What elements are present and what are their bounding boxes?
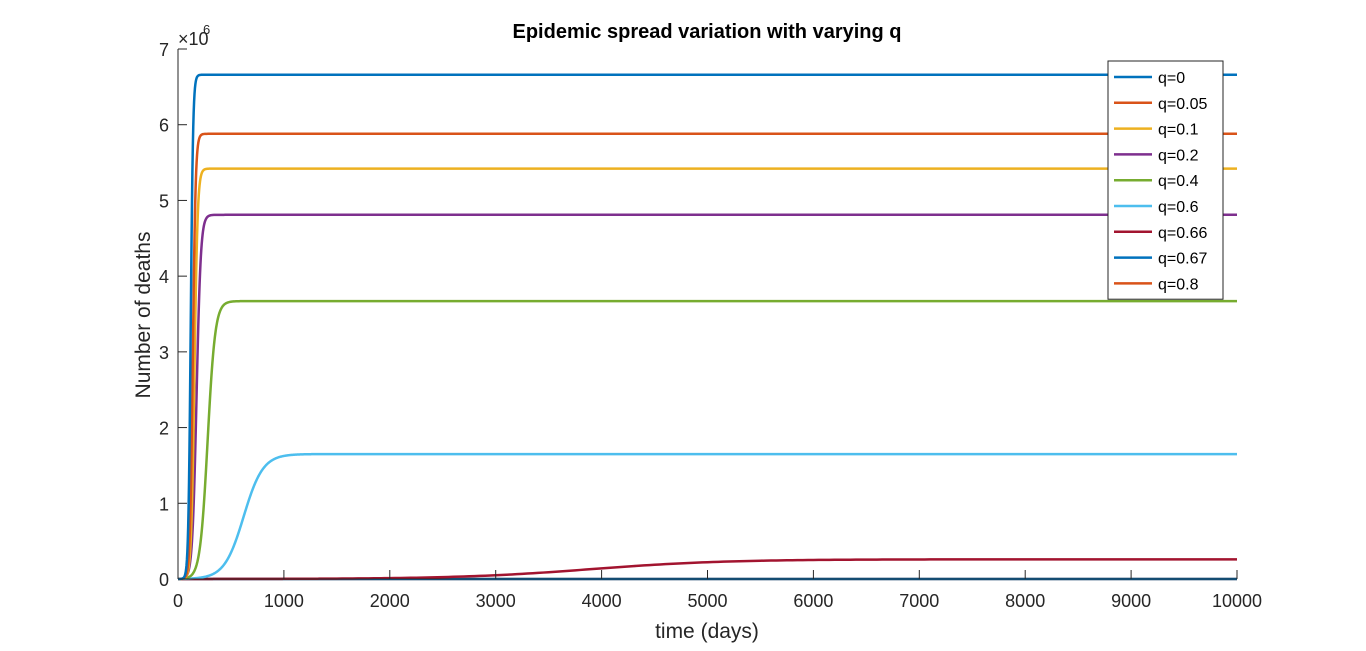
y-tick-label: 3 [159,343,169,363]
legend-entry-label: q=0.6 [1158,199,1199,216]
y-tick-label: 0 [159,570,169,590]
x-tick-label: 9000 [1111,591,1151,611]
y-axis-label: Number of deaths [132,232,155,399]
y-axis-exponent-power: 6 [203,22,210,37]
y-tick-label: 4 [159,267,169,287]
series-line-q-0-2 [177,213,1237,581]
legend-entry-label: q=0.1 [1158,122,1199,139]
x-tick-label: 4000 [582,591,622,611]
x-tick-label: 8000 [1005,591,1045,611]
y-axis-exponent-base: ×10 [178,29,209,49]
x-tick-label: 7000 [899,591,939,611]
series-line-q-0-05 [177,132,1237,581]
y-tick-label: 1 [159,494,169,514]
x-tick-label: 2000 [370,591,410,611]
legend-entry-label: q=0.2 [1158,147,1199,164]
x-tick-label: 3000 [476,591,516,611]
x-axis-label: time (days) [655,620,759,643]
series-line-q-0-6 [178,452,1237,581]
y-tick-label: 6 [159,116,169,136]
x-tick-label: 0 [173,591,183,611]
y-axis-exponent: ×10 6 [178,22,210,49]
legend-entry-label: q=0 [1158,70,1185,87]
chart-title: Epidemic spread variation with varying q [513,21,902,43]
x-tick-label: 5000 [687,591,727,611]
tick-layer: 0 1000 2000 3000 4000 5000 6000 7000 8000 9000 100… [159,40,1262,611]
x-tick-label: 1000 [264,591,304,611]
x-tick-label: 10000 [1212,591,1262,611]
axes-layer [177,49,1237,580]
legend-entry-label: q=0.66 [1158,225,1207,242]
legend-entry-label: q=0.05 [1158,96,1207,113]
y-tick-label: 2 [159,419,169,439]
legend: q=0 q=0.05 q=0.1 q=0.2 q=0.4 q=0.6 q=0.66 q=0.6… [1107,60,1224,300]
x-tick-label: 6000 [793,591,833,611]
series-line-q-0 [178,73,1237,581]
legend-entry-label: q=0.67 [1158,251,1207,268]
y-tick-label: 5 [159,191,169,211]
legend-entry-label: q=0.4 [1158,173,1199,190]
y-tick-label: 7 [159,40,169,60]
legend-entry-label: q=0.8 [1158,276,1199,293]
series-line-q-0-1 [178,167,1237,581]
series-layer [177,73,1237,581]
series-line-q-0-4 [177,299,1237,581]
